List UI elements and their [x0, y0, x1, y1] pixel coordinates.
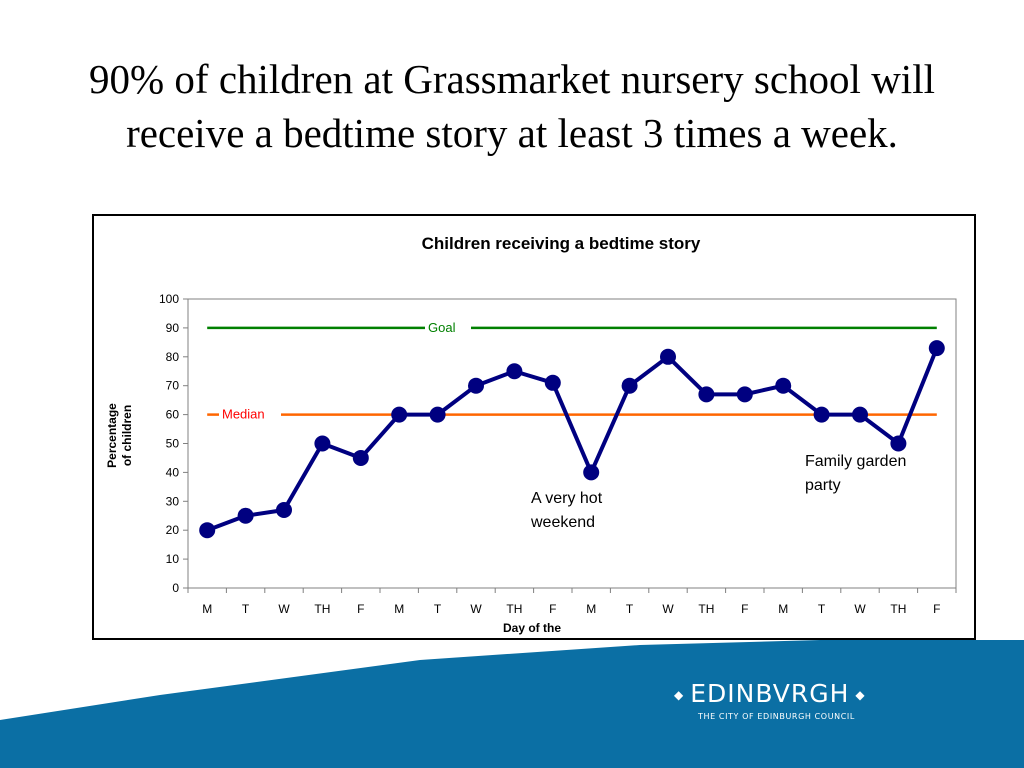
logo-subtitle: THE CITY OF EDINBURGH COUNCIL: [698, 712, 855, 721]
x-tick-label: T: [626, 602, 634, 616]
data-point: [890, 435, 907, 452]
y-tick-label: 90: [166, 321, 180, 335]
x-tick-label: T: [434, 602, 442, 616]
x-tick-label: F: [549, 602, 556, 616]
chart-annotation: Family garden: [805, 453, 906, 470]
y-tick-label: 70: [166, 379, 180, 393]
y-tick-label: 0: [172, 581, 179, 595]
data-point: [314, 435, 331, 452]
data-point: [276, 501, 292, 518]
x-tick-label: W: [854, 602, 866, 616]
x-axis-label: Day of the: [503, 621, 561, 635]
y-tick-label: 20: [166, 523, 180, 537]
x-tick-label: W: [662, 602, 674, 616]
x-tick-label: W: [470, 602, 482, 616]
x-tick-label: T: [242, 602, 250, 616]
data-point: [660, 348, 676, 365]
data-point: [928, 340, 945, 357]
x-tick-label: TH: [506, 602, 522, 616]
y-axis-label: Percentage of children: [105, 403, 134, 468]
footer-wave: [0, 640, 1024, 768]
y-tick-label: 80: [166, 350, 180, 364]
x-tick-label: TH: [890, 602, 906, 616]
data-point: [621, 377, 638, 394]
x-tick-label: F: [741, 602, 748, 616]
data-point: [391, 406, 408, 423]
logo-wordmark: EDINBVRGH: [690, 679, 850, 708]
line-chart: Children receiving a bedtime story 0 10 20 3…: [105, 234, 957, 635]
diamond-icon: ◆: [674, 688, 685, 702]
slide-title: 90% of children at Grassmarket nursery s…: [89, 56, 935, 156]
data-point: [544, 374, 561, 391]
data-point: [775, 377, 792, 394]
x-tick-label: TH: [314, 602, 330, 616]
data-point: [736, 386, 753, 403]
reference-line-label: Goal: [428, 320, 456, 335]
data-point: [813, 406, 830, 423]
x-tick-label: T: [818, 602, 826, 616]
x-tick-label: M: [394, 602, 404, 616]
data-point: [468, 377, 484, 394]
data-point: [852, 406, 868, 423]
chart-title: Children receiving a bedtime story: [422, 234, 701, 253]
y-tick-label: 40: [166, 465, 180, 479]
x-tick-label: F: [357, 602, 364, 616]
chart-annotation: weekend: [530, 514, 595, 531]
chart-frame: Children receiving a bedtime story 0 10 20 3…: [92, 214, 976, 640]
y-tick-label: 30: [166, 494, 180, 508]
y-tick-label: 60: [166, 408, 180, 422]
x-tick-label: W: [278, 602, 290, 616]
data-point: [199, 522, 216, 539]
data-point: [237, 507, 254, 524]
diamond-icon: ◆: [855, 688, 866, 702]
reference-line-label: Median: [222, 407, 265, 422]
x-tick-label: M: [202, 602, 212, 616]
data-point: [429, 406, 446, 423]
chart-annotation: party: [805, 477, 841, 494]
y-tick-label: 100: [159, 292, 179, 306]
x-tick-label: M: [778, 602, 788, 616]
x-tick-label: M: [586, 602, 596, 616]
y-axis-label-line: Percentage: [105, 403, 119, 468]
y-tick-label: 10: [166, 552, 180, 566]
x-tick-label: F: [933, 602, 940, 616]
edinburgh-logo: ◆ EDINBVRGH ◆ THE CITY OF EDINBURGH COUNCI…: [668, 679, 904, 722]
data-point: [583, 464, 600, 481]
data-point: [352, 449, 369, 466]
x-tick-label: TH: [698, 602, 714, 616]
chart-annotation: A very hot: [531, 490, 603, 507]
data-point: [698, 386, 715, 403]
y-axis-label-line: of children: [120, 405, 134, 466]
y-tick-label: 50: [166, 437, 180, 451]
data-point: [506, 363, 523, 380]
